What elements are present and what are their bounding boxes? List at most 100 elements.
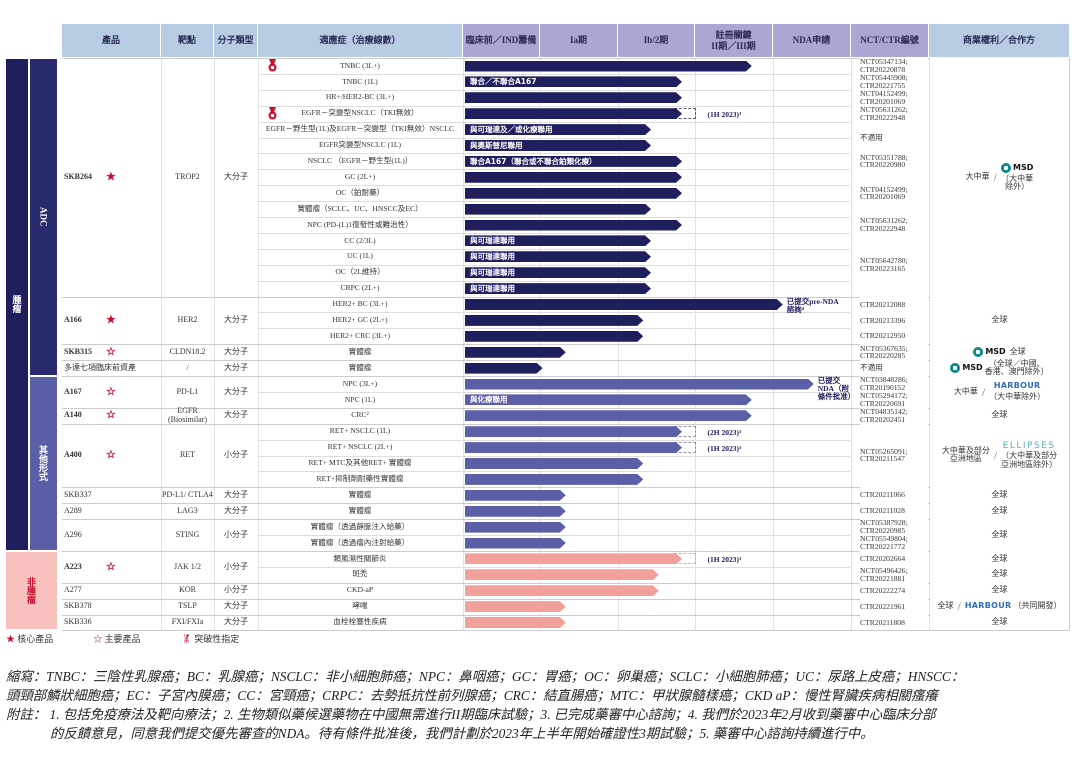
trial-id: CTR20213396 [860, 312, 928, 329]
product-divider [62, 487, 1069, 489]
product-name[interactable]: 多達七項臨床前資產 [64, 362, 136, 372]
main-product-star-icon: ☆ [106, 560, 116, 573]
legend: ★ 核心產品 ☆ 主要產品 🏅︎ 突破性指定 [6, 632, 239, 645]
abbreviations-line-2: 頭頸部鱗狀細胞癌；EC：子宮內膜癌；CC：宮頸癌；CRPC：去勢抵抗性前列腺癌；… [6, 688, 938, 703]
main-product-star-icon: ☆ [106, 385, 116, 398]
product-name[interactable]: A167 ☆ [64, 385, 116, 398]
row-divider [258, 169, 850, 171]
progress-bar: 與奧斯替尼聯用 [465, 140, 651, 151]
harbour-logo: HARBOUR [964, 601, 1012, 611]
rights-region: 大中華 [953, 386, 978, 396]
commercial-rights: 大中華 / HARBOUR （大中華除外） [930, 376, 1069, 408]
product-name[interactable]: SKB336 [64, 617, 92, 627]
product-name[interactable]: A140 ☆ [64, 409, 116, 422]
indication: CKD-aP [346, 585, 374, 595]
row-divider [258, 455, 850, 457]
indication: CRC² [351, 410, 369, 420]
product-name[interactable]: A289 [64, 505, 82, 515]
trial-id: NCT05642780; CTR20223165 [860, 232, 928, 297]
target: / [186, 362, 189, 372]
target: PD-L1 [176, 386, 199, 396]
msd-logo-text: MSD [1012, 162, 1034, 172]
progress-bar [465, 92, 682, 103]
product-name[interactable]: A400 ☆ [64, 449, 116, 462]
column-header: NCT/CTR編號 [851, 24, 928, 57]
product-divider [62, 296, 1069, 298]
molecule-type: 大分子 [224, 315, 248, 325]
product-name[interactable]: SKB337 [64, 489, 92, 499]
planned-phase-outline [674, 426, 696, 438]
partner: MSD （全球／中國、 香港、澳門除外） [950, 359, 1049, 377]
progress-bar: 與化療聯用 [465, 394, 752, 405]
indication: GC (2L+) [344, 171, 376, 181]
progress-bar [465, 220, 682, 231]
milestone-note: (2H 2023)³ [707, 427, 742, 437]
trial-id: CTR20212088 [860, 296, 928, 313]
target: STING [175, 529, 200, 539]
product-name[interactable]: SKB315 ☆ [64, 345, 116, 358]
commercial-rights: 全球 [930, 582, 1069, 599]
progress-bar [465, 204, 651, 215]
milestone-note: 已提交pre-NDA 諮詢⁴ [786, 296, 839, 314]
progress-bar [465, 315, 643, 326]
product-name[interactable]: A223 ☆ [64, 560, 116, 573]
row-divider [258, 185, 850, 187]
molecule-type: 大分子 [224, 362, 248, 372]
target: TSLP [178, 601, 197, 611]
trial-id: NCT05367635; CTR20220285 [860, 344, 928, 361]
trial-id: NCT05265091; CTR20211547 [860, 423, 928, 488]
indication: TNBC (1L) [342, 76, 378, 86]
trial-id: NCT05549804; CTR20221772 [860, 535, 928, 551]
outline-star-icon: ☆ [93, 634, 103, 644]
product-name[interactable]: SKB264 ★ [64, 171, 116, 183]
rights-region: 全球 [991, 553, 1008, 563]
indication: NPC (3L+) [342, 378, 378, 388]
legend-breakthrough-label: 突破性指定 [194, 634, 240, 644]
trial-id: NCT05387928; CTR20220985 [860, 519, 928, 535]
legend-breakthrough: 🏅︎ 突破性指定 [181, 632, 240, 645]
row-divider [258, 391, 850, 393]
row-divider [258, 105, 850, 107]
column-header: NDA申請 [773, 24, 850, 57]
product-name[interactable]: A166 ★ [64, 314, 116, 327]
msd-logo: MSD [973, 347, 1006, 358]
trial-id: CTR20211808 [860, 614, 928, 631]
row-divider [258, 248, 850, 250]
abbreviations-line-1: 縮寫：TNBC：三陰性乳腺癌；BC：乳腺癌；NSCLC：非小細胞肺癌；NPC：鼻… [6, 669, 965, 684]
target: HER2 [177, 315, 198, 325]
column-header: 註冊關鍵 II期／III期 [695, 24, 772, 57]
product-divider [62, 598, 1069, 600]
milestone-note: (1H 2023)³ [707, 109, 742, 119]
progress-bar [465, 363, 543, 374]
rights-region: 全球 [991, 489, 1008, 499]
product-divider [62, 58, 1069, 59]
indication: 哮喘 [352, 601, 368, 611]
separator-slash: / [981, 384, 986, 399]
target: RET [179, 450, 196, 460]
row-divider [258, 137, 850, 139]
progress-bar [465, 585, 659, 596]
rights-region: 全球 [991, 505, 1008, 515]
row-divider [258, 312, 850, 314]
partner-note: （共同開發） [1013, 601, 1062, 611]
separator-slash: / [957, 599, 961, 614]
target: FXI/FXIa [171, 617, 204, 627]
planned-phase-outline [674, 108, 696, 120]
product-name[interactable]: SKB378 [64, 601, 92, 611]
product-name[interactable]: A277 [64, 585, 82, 595]
progress-bar [465, 506, 566, 517]
indication: 實體瘤（透過靜脈注入給藥） [310, 521, 410, 531]
breakthrough-medal-icon [268, 106, 277, 120]
product-name[interactable]: A296 [64, 529, 82, 539]
commercial-rights: MSD 全球 [930, 344, 1069, 361]
trial-id: NCT04152499; CTR20201069 [860, 169, 928, 217]
trial-id: CTR20211066 [860, 487, 928, 504]
progress-bar [465, 569, 659, 580]
molecule-type: 小分子 [224, 529, 248, 539]
progress-bar: 聯合A167（聯合或不聯合鉑類化療） [465, 156, 682, 167]
row-divider [258, 439, 850, 441]
legend-main-label: 主要產品 [104, 634, 141, 644]
product-divider [62, 614, 1069, 616]
molecule-type: 大分子 [224, 489, 248, 499]
row-divider [258, 471, 850, 473]
